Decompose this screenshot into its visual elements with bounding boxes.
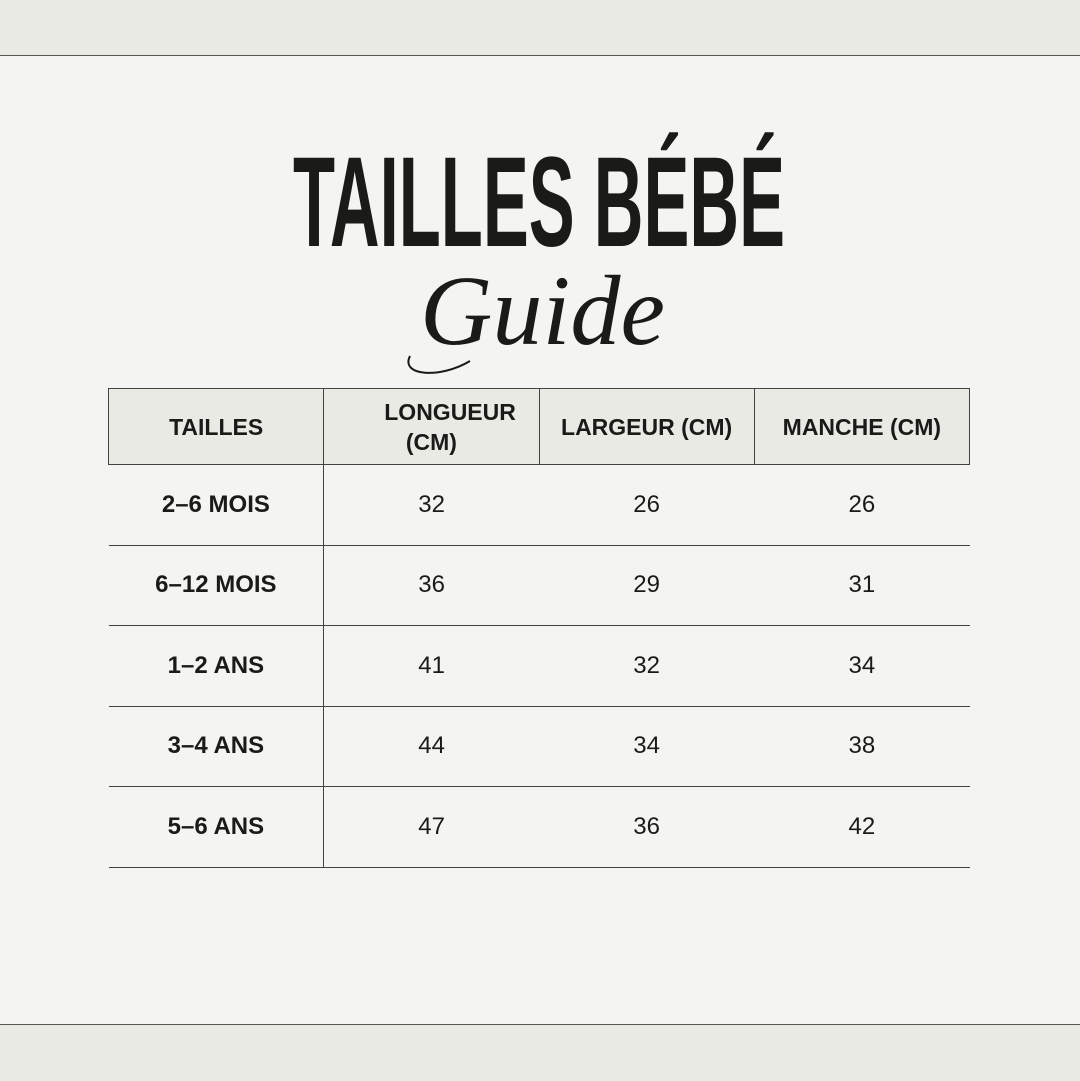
size-cell: 2–6 MOIS bbox=[108, 464, 325, 546]
size-cell: 5–6 ANS bbox=[108, 786, 325, 868]
table-row: 5–6 ANS 47 36 42 bbox=[108, 786, 970, 868]
value-cell: 32 bbox=[539, 625, 755, 707]
value-cell: 31 bbox=[754, 545, 970, 626]
table-row: 1–2 ANS 41 32 34 bbox=[108, 625, 970, 707]
value-cell: 34 bbox=[539, 706, 755, 787]
size-cell: 6–12 MOIS bbox=[108, 545, 325, 626]
value-cell: 29 bbox=[539, 545, 755, 626]
value-cell: 41 bbox=[323, 625, 539, 707]
size-cell: 1–2 ANS bbox=[108, 625, 325, 707]
title-block: TAILLES BÉBÉ Guide bbox=[293, 131, 785, 374]
value-cell: 44 bbox=[323, 706, 539, 787]
header-cell: LARGEUR (CM) bbox=[538, 388, 755, 465]
table-row: 2–6 MOIS 32 26 26 bbox=[108, 464, 970, 546]
header-cell: LONGUEUR (CM) bbox=[323, 388, 540, 465]
script-flourish bbox=[407, 355, 471, 374]
value-cell: 36 bbox=[539, 786, 755, 868]
table-header-row: TAILLES LONGUEUR (CM) LARGEUR (CM) MANCH… bbox=[107, 388, 971, 465]
main-title: TAILLES BÉBÉ bbox=[293, 131, 785, 274]
value-cell: 26 bbox=[539, 464, 755, 546]
value-cell: 32 bbox=[323, 464, 539, 546]
top-band bbox=[0, 0, 1080, 56]
value-cell: 36 bbox=[323, 545, 539, 626]
size-table: TAILLES LONGUEUR (CM) LARGEUR (CM) MANCH… bbox=[107, 388, 971, 868]
value-cell: 26 bbox=[754, 464, 970, 546]
table-row: 6–12 MOIS 36 29 31 bbox=[108, 545, 970, 626]
value-cell: 34 bbox=[754, 625, 970, 707]
value-cell: 38 bbox=[754, 706, 970, 787]
value-cell: 42 bbox=[754, 786, 970, 868]
bottom-band bbox=[0, 1024, 1080, 1081]
size-cell: 3–4 ANS bbox=[108, 706, 325, 787]
value-cell: 47 bbox=[323, 786, 539, 868]
header-cell: MANCHE (CM) bbox=[753, 388, 971, 465]
table-row: 3–4 ANS 44 34 38 bbox=[108, 706, 970, 787]
script-subtitle: Guide bbox=[420, 255, 665, 366]
header-cell: TAILLES bbox=[107, 388, 325, 465]
